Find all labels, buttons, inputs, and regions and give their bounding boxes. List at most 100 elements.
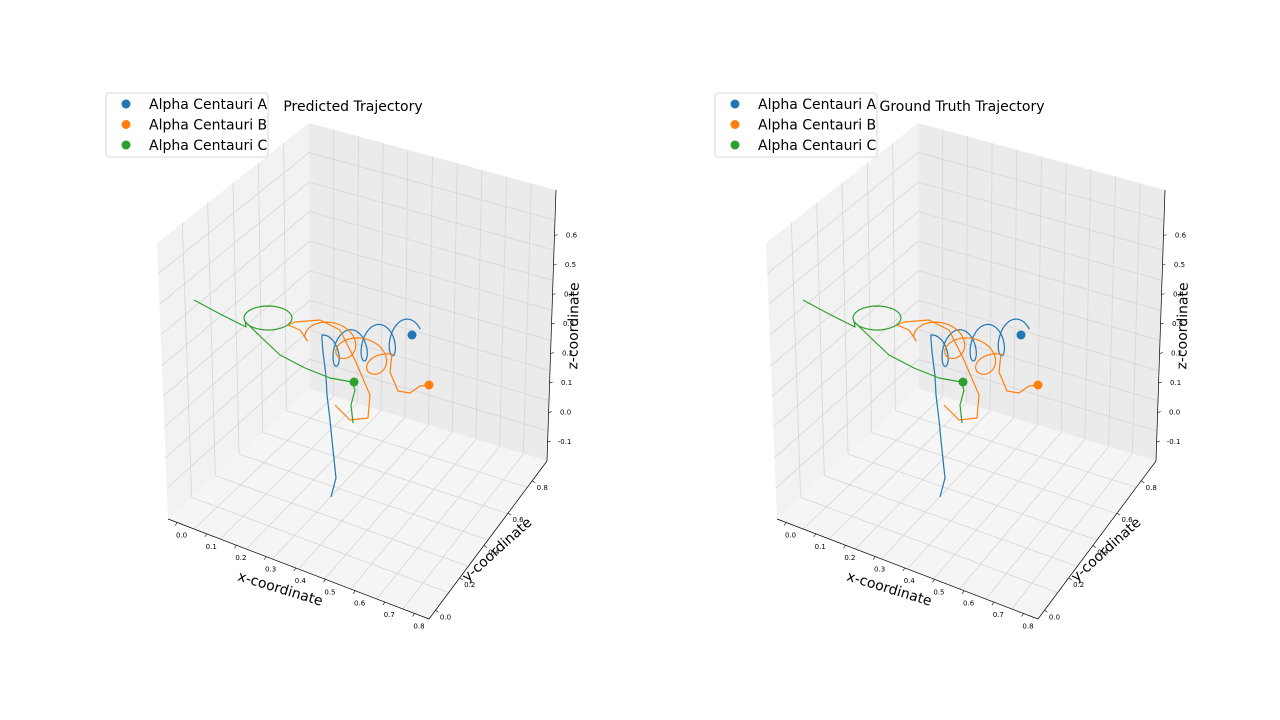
y-tick-label: 0.4: [1097, 549, 1109, 557]
grid-line: [768, 181, 919, 305]
y-axis-line: [428, 460, 548, 620]
x-axis-line: [776, 518, 1039, 620]
x-tick-mark: [902, 567, 906, 572]
z-axis-line: [1155, 189, 1166, 462]
x-tick-mark: [961, 590, 965, 594]
x-tick-mark: [382, 601, 386, 606]
y-tick-label: 0.0: [440, 613, 451, 621]
y-tick-mark: [1141, 480, 1145, 483]
z-tick-mark: [1157, 411, 1161, 413]
grid-line: [283, 142, 287, 411]
trajectory-line-alpha-centauri-a: [930, 318, 1030, 498]
z-tick-label: 0.3: [1172, 320, 1183, 328]
legend: Alpha Centauri A Alpha Centauri B Alpha Ce…: [105, 92, 269, 158]
grid-line: [770, 240, 919, 366]
grid-line: [162, 270, 310, 397]
grid-line: [841, 182, 849, 455]
x-tick-label: 0.5: [933, 588, 944, 596]
grid-line: [286, 410, 528, 488]
y-tick-label: 0.2: [464, 581, 475, 589]
z-tick-label: -0.1: [558, 438, 572, 446]
x-tick-mark: [412, 613, 415, 617]
y-tick-label: 0.6: [512, 516, 524, 524]
x-tick-mark: [932, 579, 935, 583]
y-tick-label: 0.2: [1073, 581, 1084, 589]
y-tick-mark: [459, 577, 463, 581]
grid-line: [232, 182, 240, 455]
legend-entry: Alpha Centauri A: [149, 97, 268, 113]
grid-line: [965, 136, 968, 404]
axis-edges: [776, 189, 1166, 620]
grid-line: [918, 181, 1164, 251]
grid-line: [800, 496, 1058, 594]
x-tick-label: 0.2: [235, 554, 246, 562]
y-tick-label: 0.8: [537, 484, 548, 492]
trajectory-line-alpha-centauri-b: [287, 319, 430, 421]
y-tick-mark: [1092, 545, 1097, 548]
grid-line: [309, 181, 555, 251]
z-tick-label: 0.0: [560, 409, 571, 417]
y-tick-label: 0.4: [488, 549, 500, 557]
grid-line: [766, 152, 919, 274]
grid-line: [356, 136, 359, 404]
x-tick-label: 0.6: [354, 600, 366, 608]
axis-edges: [167, 189, 557, 620]
z-tick-label: 0.2: [1171, 350, 1182, 358]
legend-marker: [730, 120, 740, 129]
grid-line: [309, 152, 556, 221]
grid-line: [816, 202, 825, 476]
x-tick-label: 0.6: [963, 600, 975, 608]
grid-line: [428, 156, 433, 426]
x-tick-mark: [234, 545, 237, 549]
grid-line: [918, 299, 1160, 372]
x-tick-label: 0.0: [176, 532, 187, 540]
grid-line: [774, 329, 920, 458]
y-tick-mark: [532, 480, 536, 483]
grid-line: [475, 169, 483, 440]
grid-line: [824, 475, 1078, 567]
legend-box: [714, 92, 878, 158]
grid-line: [160, 211, 310, 336]
grid-line: [773, 300, 919, 428]
grid-line: [871, 431, 1117, 515]
grid-line: [309, 211, 554, 281]
x-tick-mark: [174, 522, 178, 526]
x-tick-label: 0.7: [384, 611, 395, 619]
grid-line: [309, 240, 553, 311]
z-tick-label: 0.6: [1175, 232, 1187, 240]
legend-entry: Alpha Centauri A: [758, 97, 877, 113]
end-marker-alpha-centauri-a: [407, 330, 417, 340]
x-axis-label: x-coordinate: [236, 569, 325, 610]
grid-line: [157, 152, 310, 274]
z-tick-mark: [1156, 440, 1160, 443]
x-tick-label: 0.1: [206, 543, 217, 551]
z-tick-label: 0.5: [565, 261, 576, 269]
z-tick-mark: [547, 440, 551, 443]
grid-line: [161, 240, 310, 366]
z-tick-mark: [1161, 293, 1165, 295]
end-marker-alpha-centauri-a: [1016, 330, 1026, 340]
grid-line: [309, 299, 551, 372]
x-tick-mark: [843, 545, 846, 549]
z-axis-label: z-coordinate: [1174, 282, 1192, 369]
x-tick-mark: [204, 533, 208, 538]
x-tick-label: 0.0: [785, 532, 796, 540]
x-tick-label: 0.3: [874, 566, 885, 574]
grid-lines: [157, 129, 556, 610]
z-tick-mark: [551, 322, 555, 325]
end-marker-alpha-centauri-c: [349, 377, 359, 387]
grid-line: [165, 329, 311, 458]
trajectory-line-alpha-centauri-c: [802, 299, 965, 424]
z-tick-label: 0.4: [1173, 291, 1185, 299]
y-tick-mark: [435, 610, 439, 613]
grid-line: [790, 222, 802, 498]
grid-line: [499, 176, 507, 447]
y-tick-mark: [507, 512, 512, 516]
x-tick-label: 0.8: [1022, 622, 1033, 630]
grid-line: [451, 163, 458, 433]
grid-line: [181, 222, 193, 498]
z-tick-mark: [554, 234, 558, 236]
grid-line: [1131, 183, 1141, 454]
x-tick-label: 0.7: [993, 611, 1004, 619]
